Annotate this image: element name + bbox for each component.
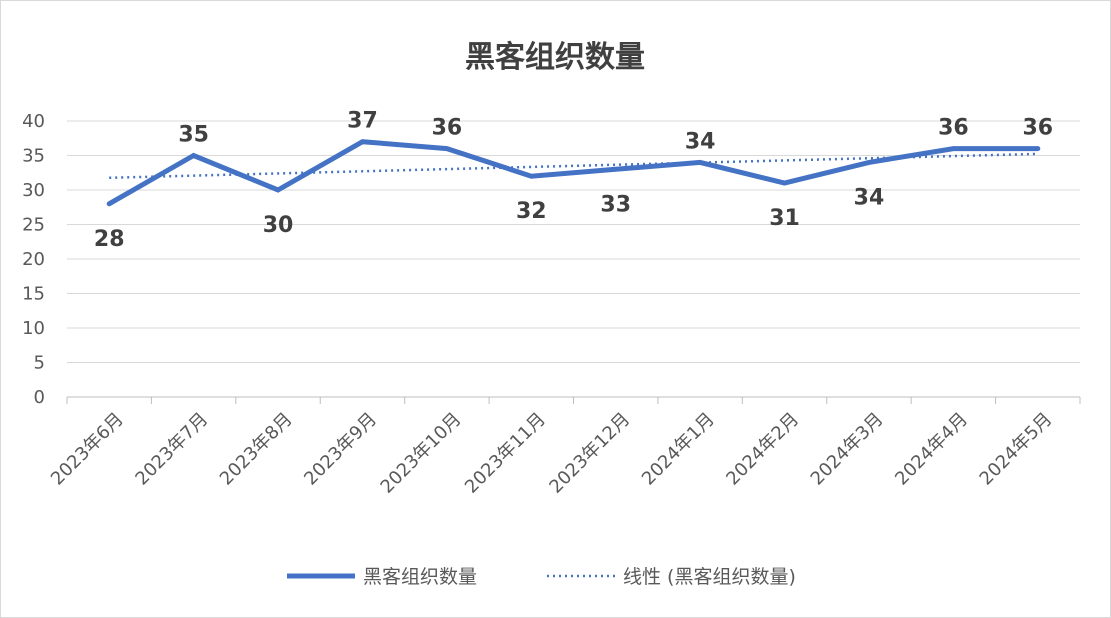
data-label: 35 — [178, 123, 209, 148]
x-tick-label: 2023年9月 — [300, 409, 381, 490]
data-label: 31 — [769, 206, 800, 231]
data-label: 32 — [516, 199, 547, 224]
legend-label-series: 黑客组织数量 — [363, 566, 477, 588]
y-tick-label: 35 — [22, 146, 45, 167]
data-label: 33 — [600, 192, 631, 217]
x-tick-label: 2024年5月 — [976, 409, 1057, 490]
data-labels: 28 35 30 37 36 32 33 34 31 34 36 36 — [94, 109, 1053, 252]
y-tick-label: 30 — [22, 180, 45, 201]
data-label: 28 — [94, 227, 125, 252]
series-line — [106, 139, 1041, 207]
y-tick-label: 5 — [34, 353, 45, 374]
x-axis: 2023年6月 2023年7月 2023年8月 2023年9月2023年10月2023… — [47, 396, 1081, 498]
data-label: 37 — [347, 109, 378, 134]
x-tick-label: 2023年12月 — [545, 409, 634, 498]
grid-lines — [67, 120, 1080, 363]
y-tick-label: 25 — [22, 215, 45, 236]
x-tick-label: 2023年7月 — [131, 409, 212, 490]
x-tick-label: 2024年2月 — [722, 409, 803, 490]
data-label: 36 — [938, 116, 969, 141]
data-label: 36 — [1022, 116, 1053, 141]
x-tick-label: 2023年6月 — [47, 409, 128, 490]
data-label: 30 — [263, 213, 294, 238]
data-label: 34 — [685, 129, 716, 154]
x-tick-label: 2023年11月 — [461, 409, 550, 498]
x-tick-label: 2024年1月 — [638, 409, 719, 490]
data-label: 34 — [854, 185, 885, 210]
y-tick-label: 20 — [22, 249, 45, 270]
y-tick-label: 15 — [22, 284, 45, 305]
x-tick-label: 2024年4月 — [891, 409, 972, 490]
y-tick-label: 40 — [22, 111, 45, 132]
x-tick-label: 2024年3月 — [807, 409, 888, 490]
y-axis-ticks: 0 5 10 15 20 25 30 35 40 — [22, 111, 45, 408]
x-tick-label: 2023年8月 — [216, 409, 297, 490]
series-path — [106, 139, 1041, 207]
legend-label-trendline: 线性 (黑客组织数量) — [623, 566, 796, 588]
y-tick-label: 10 — [22, 318, 45, 339]
legend: 黑客组织数量 线性 (黑客组织数量) — [287, 566, 796, 588]
x-tick-label: 2023年10月 — [377, 409, 466, 498]
data-label: 36 — [432, 116, 463, 141]
y-tick-label: 0 — [34, 387, 45, 408]
chart-title: 黑客组织数量 — [465, 40, 645, 75]
